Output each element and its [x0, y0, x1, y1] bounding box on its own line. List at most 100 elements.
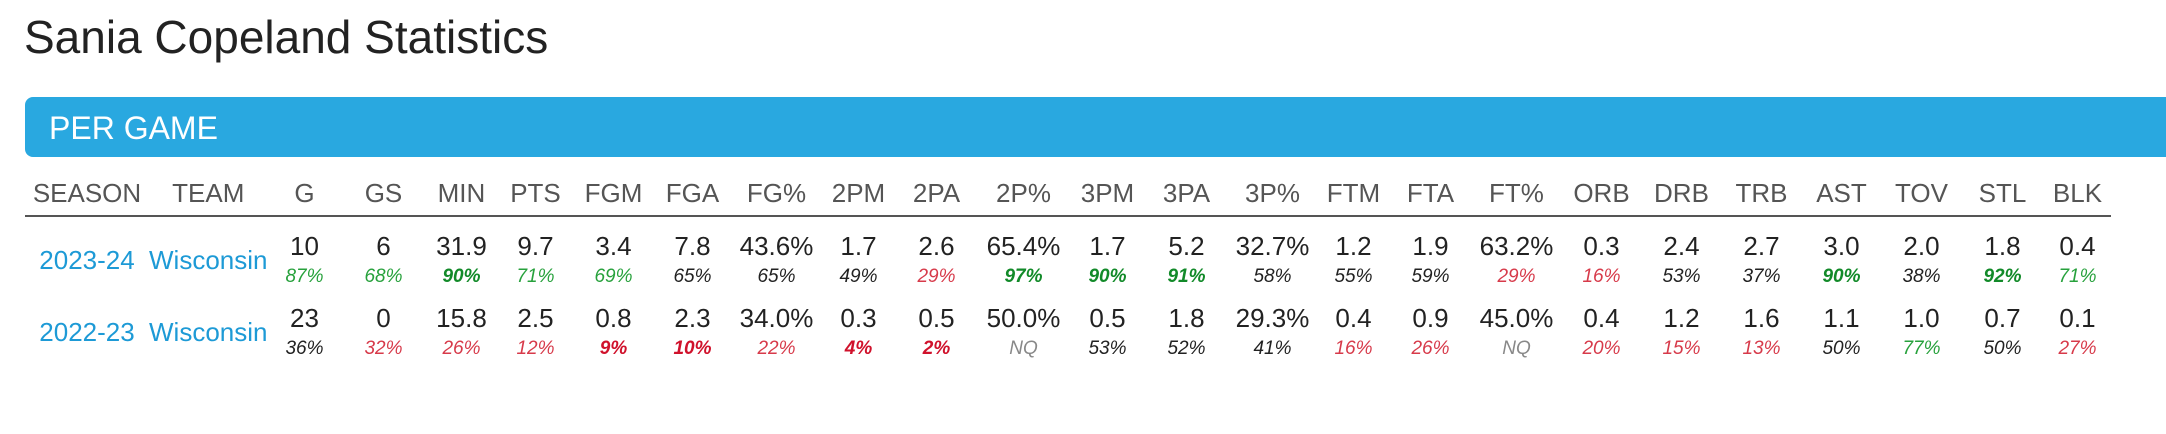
- stat-cell: 2.3 10%: [653, 291, 731, 363]
- stat-cell: 1.9 59%: [1389, 216, 1471, 291]
- stat-percentile: 69%: [594, 266, 633, 287]
- column-header-drb[interactable]: DRB: [1641, 171, 1722, 217]
- stat-percentile: 58%: [1253, 266, 1292, 287]
- stat-cell: 0.8 9%: [573, 291, 653, 363]
- section-title: PER GAME: [49, 110, 218, 146]
- column-header-trb[interactable]: TRB: [1721, 171, 1802, 217]
- stat-percentile: 68%: [364, 266, 403, 287]
- column-header-min[interactable]: MIN: [425, 171, 498, 217]
- column-header-3pm[interactable]: 3PM: [1069, 171, 1146, 217]
- stat-cell: 0.3 16%: [1561, 216, 1641, 291]
- stat-value: 0.8: [595, 303, 632, 333]
- stat-percentile: 37%: [1742, 266, 1781, 287]
- stat-cell: 32.7% 58%: [1227, 216, 1317, 291]
- stat-value: 43.6%: [739, 231, 814, 261]
- column-header-2pm[interactable]: 2PM: [821, 171, 896, 217]
- column-header-tov[interactable]: TOV: [1881, 171, 1962, 217]
- stat-cell: 5.2 91%: [1145, 216, 1227, 291]
- column-header-ftm[interactable]: FTM: [1317, 171, 1390, 217]
- stat-cell: 34.0% 22%: [731, 291, 821, 363]
- column-header-3p-pct[interactable]: 3P%: [1227, 171, 1318, 217]
- stat-value: 45.0%: [1479, 303, 1554, 333]
- stat-percentile: 2%: [922, 338, 951, 359]
- column-header-ast[interactable]: AST: [1801, 171, 1882, 217]
- stat-value: 0.3: [840, 303, 877, 333]
- stat-value: 1.8: [1168, 303, 1205, 333]
- column-header-team[interactable]: TEAM: [149, 171, 268, 217]
- stat-percentile: 36%: [285, 338, 324, 359]
- stat-value: 0.9: [1412, 303, 1449, 333]
- season-link[interactable]: 2023-24: [39, 244, 135, 275]
- column-header-season[interactable]: SEASON: [25, 171, 149, 217]
- stat-percentile: 9%: [599, 338, 628, 359]
- column-header-pts[interactable]: PTS: [497, 171, 574, 217]
- stat-cell: 0.3 4%: [821, 291, 895, 363]
- stat-percentile: 10%: [673, 338, 712, 359]
- per-game-stats-table: SEASON TEAM G GS MIN PTS FGM FGA FG% 2PM 2PA 2P% 3PM…: [25, 171, 2112, 363]
- column-header-fgm[interactable]: FGM: [573, 171, 654, 217]
- stat-cell: 0.1 27%: [2043, 291, 2111, 363]
- stat-cell: 3.0 90%: [1801, 216, 1881, 291]
- stat-cell: 2.4 53%: [1641, 216, 1721, 291]
- column-header-g[interactable]: G: [267, 171, 342, 217]
- stat-percentile: 16%: [1334, 338, 1373, 359]
- stat-value: 1.1: [1823, 303, 1860, 333]
- stat-value: 3.0: [1823, 231, 1860, 261]
- page-title: Sania Copeland Statistics: [24, 11, 549, 63]
- stat-value: 1.2: [1335, 231, 1372, 261]
- column-header-orb[interactable]: ORB: [1561, 171, 1642, 217]
- stat-value: 1.7: [840, 231, 877, 261]
- stat-cell: 1.2 15%: [1641, 291, 1721, 363]
- stat-value: 0: [376, 303, 391, 333]
- column-header-gs[interactable]: GS: [341, 171, 426, 217]
- stat-cell: 1.2 55%: [1317, 216, 1389, 291]
- stat-cell: 0.5 53%: [1069, 291, 1145, 363]
- stat-value: 29.3%: [1235, 303, 1310, 333]
- stat-cell: 1.8 52%: [1145, 291, 1227, 363]
- column-header-fta[interactable]: FTA: [1389, 171, 1472, 217]
- stat-cell: 1.0 77%: [1881, 291, 1961, 363]
- column-header-fg-pct[interactable]: FG%: [731, 171, 822, 217]
- stat-value: 1.2: [1663, 303, 1700, 333]
- column-header-2pa[interactable]: 2PA: [895, 171, 978, 217]
- column-header-blk[interactable]: BLK: [2043, 171, 2112, 217]
- stat-percentile: 77%: [1902, 338, 1941, 359]
- stat-percentile: 91%: [1167, 266, 1206, 287]
- stat-percentile: NQ: [1502, 338, 1531, 359]
- stats-header-row: SEASON TEAM G GS MIN PTS FGM FGA FG% 2PM 2PA 2P% 3PM…: [25, 171, 2112, 217]
- stat-percentile: 50%: [1983, 338, 2022, 359]
- stat-percentile: 92%: [1983, 266, 2022, 287]
- stat-cell: 31.9 90%: [425, 216, 497, 291]
- team-link[interactable]: Wisconsin: [149, 244, 268, 275]
- stat-percentile: 65%: [673, 266, 712, 287]
- stat-percentile: 49%: [839, 266, 878, 287]
- column-header-ft-pct[interactable]: FT%: [1471, 171, 1562, 217]
- stat-percentile: 53%: [1662, 266, 1701, 287]
- stat-value: 32.7%: [1235, 231, 1310, 261]
- stat-value: 10: [290, 231, 319, 261]
- stat-cell: 2.6 29%: [895, 216, 977, 291]
- column-header-fga[interactable]: FGA: [653, 171, 732, 217]
- stat-value: 1.7: [1089, 231, 1126, 261]
- season-link[interactable]: 2022-23: [39, 316, 135, 347]
- stat-cell: 7.8 65%: [653, 216, 731, 291]
- stat-percentile: 16%: [1582, 266, 1621, 287]
- team-link[interactable]: Wisconsin: [149, 316, 268, 347]
- stat-cell: 23 36%: [267, 291, 341, 363]
- stat-value: 0.4: [1583, 303, 1620, 333]
- stat-value: 1.0: [1903, 303, 1940, 333]
- stat-percentile: 65%: [757, 266, 796, 287]
- stat-value: 0.1: [2059, 303, 2096, 333]
- stat-value: 5.2: [1168, 231, 1205, 261]
- stat-value: 0.5: [918, 303, 955, 333]
- column-header-3pa[interactable]: 3PA: [1145, 171, 1228, 217]
- stat-value: 9.7: [517, 231, 554, 261]
- stat-cell: 43.6% 65%: [731, 216, 821, 291]
- stat-percentile: 50%: [1822, 338, 1861, 359]
- stat-percentile: 71%: [516, 266, 555, 287]
- stat-percentile: 29%: [1497, 266, 1536, 287]
- column-header-stl[interactable]: STL: [1961, 171, 2044, 217]
- column-header-2p-pct[interactable]: 2P%: [977, 171, 1070, 217]
- stat-cell: 15.8 26%: [425, 291, 497, 363]
